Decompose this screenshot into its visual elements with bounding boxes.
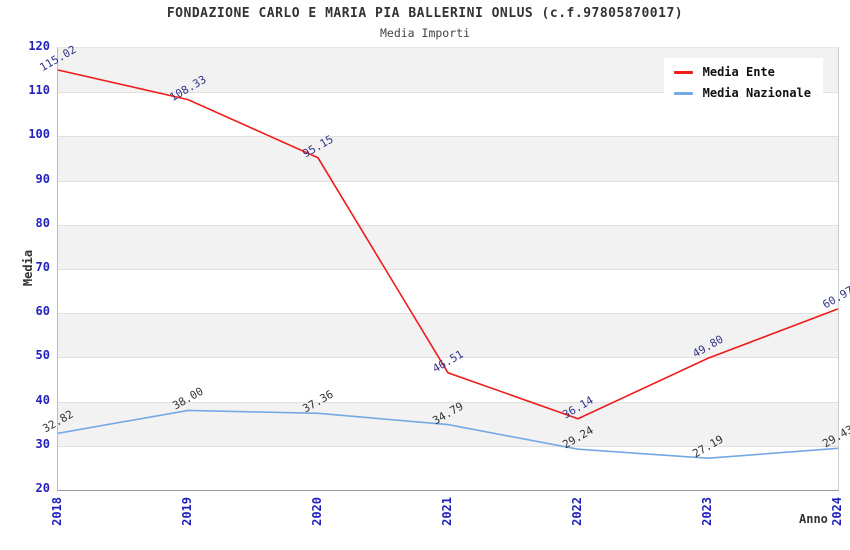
y-tick-label: 90 xyxy=(35,171,50,186)
chart-subtitle: Media Importi xyxy=(379,26,470,40)
line-media-nazionale xyxy=(57,409,839,460)
legend-swatch-icon xyxy=(673,70,693,74)
gridline xyxy=(58,92,838,94)
chart-title: FONDAZIONE CARLO E MARIA PIA BALLERINI O… xyxy=(166,6,684,21)
plot-band xyxy=(58,136,838,181)
legend-label: Media Nazionale xyxy=(702,86,811,100)
gridline xyxy=(58,313,838,315)
gridline xyxy=(58,224,838,226)
x-tick-label: 2021 xyxy=(440,497,454,526)
y-tick-label: 70 xyxy=(35,260,50,274)
gridline xyxy=(58,180,838,182)
y-tick-label: 110 xyxy=(28,83,50,98)
series-lines xyxy=(57,69,839,460)
y-tick-label: 40 xyxy=(35,392,50,407)
gridline xyxy=(58,136,838,138)
y-tick-label: 50 xyxy=(35,348,50,363)
plot-band xyxy=(58,401,838,446)
gridline xyxy=(58,269,838,270)
x-tick-label: 2023 xyxy=(700,497,714,526)
y-tick-label: 120 xyxy=(28,39,50,53)
legend-item: Media Ente xyxy=(673,65,811,79)
line-media-ente xyxy=(57,69,839,420)
legend-item: Media Nazionale xyxy=(673,86,811,100)
x-tick-label: 2020 xyxy=(310,497,324,526)
plot-area: 32.82 38.00 37.36 34.79 29.24 27.19 29.43 115.0… xyxy=(38,43,850,491)
legend: Media Ente Media Nazionale xyxy=(663,58,823,107)
plot-band xyxy=(58,313,838,358)
x-tick-label: 2022 xyxy=(570,497,584,526)
gridline xyxy=(58,445,838,447)
legend-swatch-icon xyxy=(673,91,693,95)
y-tick-label: 60 xyxy=(35,304,50,319)
x-tick-label: 2019 xyxy=(180,497,194,526)
gridline xyxy=(58,401,838,403)
x-axis-label: Anno xyxy=(799,512,828,526)
y-tick-label: 100 xyxy=(28,127,50,142)
y-tick-label: 20 xyxy=(35,481,50,495)
y-tick-label: 80 xyxy=(35,215,50,230)
gridline xyxy=(58,357,838,359)
y-tick-label: 30 xyxy=(35,436,50,451)
x-tick-label: 2024 xyxy=(830,497,844,526)
legend-label: Media Ente xyxy=(702,65,775,79)
x-tick-label: 2018 xyxy=(50,497,64,526)
plot-band xyxy=(58,224,838,269)
